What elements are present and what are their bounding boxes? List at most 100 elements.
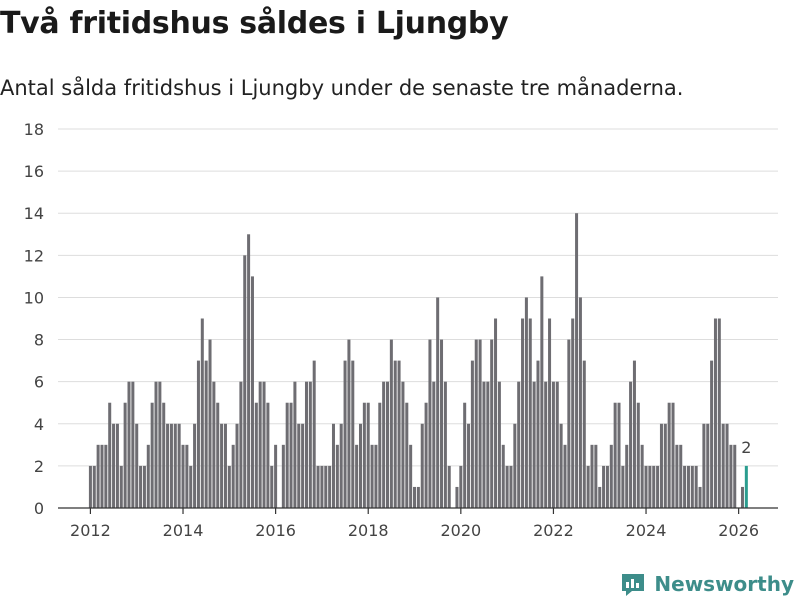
- bar: [482, 381, 486, 508]
- bar: [316, 465, 320, 508]
- bar: [667, 402, 671, 508]
- y-tick-label: 0: [34, 499, 44, 518]
- bar: [320, 465, 324, 508]
- bar: [740, 486, 744, 508]
- x-tick-label: 2018: [348, 521, 389, 540]
- bar: [281, 444, 285, 508]
- bar: [729, 444, 733, 508]
- bar: [193, 423, 197, 508]
- bar: [559, 423, 563, 508]
- bar: [513, 423, 517, 508]
- bar: [366, 402, 370, 508]
- bar: [258, 381, 262, 508]
- bar: [162, 402, 166, 508]
- bar: [92, 465, 96, 508]
- bar: [602, 465, 606, 508]
- bar: [524, 297, 528, 508]
- bar: [196, 360, 200, 508]
- bar: [447, 465, 451, 508]
- bar: [389, 339, 393, 508]
- bar-chart: 0 2 4 6 8 10 12 14 16 18 2 2012 2014 2016 2018 2020 2022…: [24, 120, 778, 540]
- bar: [173, 423, 177, 508]
- bar: [497, 381, 501, 508]
- bar: [374, 444, 378, 508]
- bar: [629, 381, 633, 508]
- bar: [266, 402, 270, 508]
- bar: [428, 339, 432, 508]
- bar: [440, 339, 444, 508]
- bar: [177, 423, 181, 508]
- bar: [331, 423, 335, 508]
- bar: [675, 444, 679, 508]
- bar: [659, 423, 663, 508]
- bar: [551, 381, 555, 508]
- bar: [409, 444, 413, 508]
- bar: [119, 465, 123, 508]
- bar: [216, 402, 220, 508]
- bar: [96, 444, 100, 508]
- bar: [189, 465, 193, 508]
- bar: [104, 444, 108, 508]
- y-tick-label: 4: [34, 415, 44, 434]
- bar: [154, 381, 158, 508]
- bar: [694, 465, 698, 508]
- y-tick-label: 18: [24, 120, 44, 139]
- bar: [231, 444, 235, 508]
- bar: [459, 465, 463, 508]
- bar: [247, 234, 251, 508]
- bar: [139, 465, 143, 508]
- bar: [262, 381, 266, 508]
- bar: [625, 444, 629, 508]
- grid-lines: [58, 128, 778, 467]
- bar: [123, 402, 127, 508]
- bar: [328, 465, 332, 508]
- bar: [297, 423, 301, 508]
- bar: [443, 381, 447, 508]
- bar: [555, 381, 559, 508]
- bar: [351, 360, 355, 508]
- bar: [640, 444, 644, 508]
- bar: [382, 381, 386, 508]
- bar: [150, 402, 154, 508]
- bar: [324, 465, 328, 508]
- bar: [563, 444, 567, 508]
- bar: [648, 465, 652, 508]
- bar: [474, 339, 478, 508]
- bar: [243, 255, 247, 508]
- bar: [540, 276, 544, 508]
- bar: [567, 339, 571, 508]
- bar: [254, 402, 258, 508]
- newsworthy-logo-icon: [622, 574, 645, 596]
- bar: [335, 444, 339, 508]
- bar: [285, 402, 289, 508]
- x-tick-label: 2012: [70, 521, 111, 540]
- bar: [293, 381, 297, 508]
- bar: [100, 444, 104, 508]
- bar: [146, 444, 150, 508]
- bar: [617, 402, 621, 508]
- bar: [112, 423, 116, 508]
- bar: [304, 381, 308, 508]
- bar: [683, 465, 687, 508]
- bar: [370, 444, 374, 508]
- bar: [632, 360, 636, 508]
- x-tick-label: 2026: [718, 521, 759, 540]
- y-tick-label: 8: [34, 331, 44, 350]
- bar: [358, 423, 362, 508]
- bar: [710, 360, 714, 508]
- bar: [386, 381, 390, 508]
- bar: [432, 381, 436, 508]
- bar: [494, 318, 498, 508]
- bar: [200, 318, 204, 508]
- bar: [725, 423, 729, 508]
- bar: [605, 465, 609, 508]
- bar: [582, 360, 586, 508]
- bar: [690, 465, 694, 508]
- y-tick-label: 2: [34, 457, 44, 476]
- bar: [127, 381, 131, 508]
- bar: [339, 423, 343, 508]
- bar: [108, 402, 112, 508]
- bar: [289, 402, 293, 508]
- bar: [405, 402, 409, 508]
- bar: [490, 339, 494, 508]
